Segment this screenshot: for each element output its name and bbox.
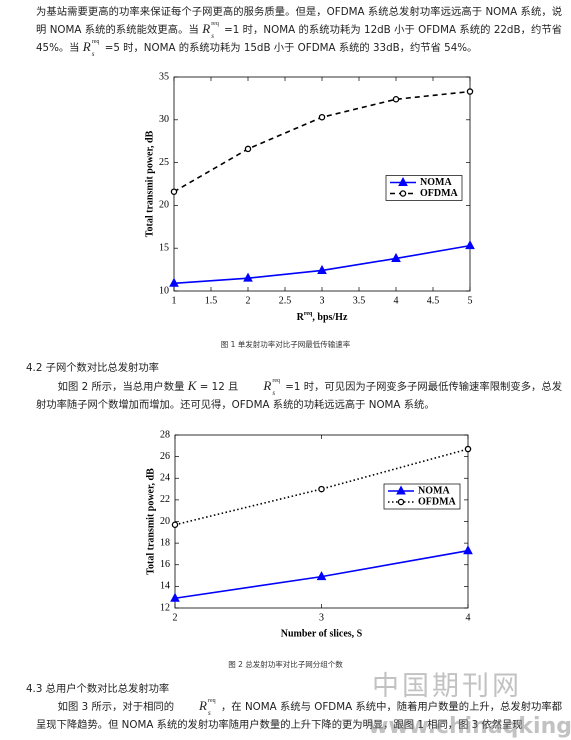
x-axis-label-sup: req <box>304 311 313 317</box>
marker <box>243 272 253 282</box>
x-axis-label-base: R <box>297 312 305 323</box>
y-tick-label: 24 <box>160 473 170 484</box>
watermark-title: 中国期刊网 <box>372 671 522 702</box>
legend-marker <box>399 190 407 197</box>
x-tick-label: 3 <box>320 295 325 306</box>
legend-marker <box>397 498 405 506</box>
y-axis-label: Total transmit power, dB <box>144 130 155 237</box>
marker <box>463 545 473 555</box>
legend-label: OFDMA <box>418 496 457 507</box>
legend-label: NOMA <box>420 177 452 188</box>
math-sub: s <box>272 389 276 397</box>
section-heading: 4.2 子网个数对比总发射功率 <box>26 362 159 374</box>
math-base: R <box>202 21 211 36</box>
math-sub: s <box>211 32 214 40</box>
legend-marker <box>396 485 406 495</box>
y-tick-label: 15 <box>159 242 169 253</box>
x-axis-label-text: , bps/Hz <box>312 312 348 323</box>
y-tick-label: 14 <box>160 581 170 592</box>
marker <box>318 113 326 121</box>
y-tick-label: 10 <box>159 285 169 296</box>
legend-label: OFDMA <box>420 188 459 199</box>
y-tick-label: 22 <box>160 494 170 505</box>
x-tick-label: 2 <box>246 295 251 306</box>
marker <box>171 521 179 528</box>
legend-marker <box>398 176 408 186</box>
marker <box>170 188 178 195</box>
math-sup: req <box>91 39 100 45</box>
text-run: = 12 且 <box>196 381 242 393</box>
x-tick-label: 4.5 <box>427 295 440 306</box>
section-heading: 4.3 总用户个数对比总发射功率 <box>26 683 170 695</box>
caption: 图 2 总发射功率对比子网分组个数 <box>228 660 343 669</box>
math-sub: s <box>208 709 211 717</box>
marker <box>318 485 325 493</box>
y-tick-label: 20 <box>159 200 169 211</box>
y-tick-label: 12 <box>160 602 170 613</box>
y-tick-label: 25 <box>159 157 169 168</box>
paragraph: 为基站需要更高的功率来保证每个子网更高的服务质量。但是，OFDMA 系统总发射功… <box>36 3 562 58</box>
math-symbol: K <box>187 378 197 393</box>
marker <box>169 277 179 287</box>
caption: 图 1 单发射功率对比子网最低传输速率 <box>220 340 351 349</box>
marker <box>392 96 400 103</box>
math-sup: req <box>272 378 280 384</box>
math-sup: req <box>208 698 216 704</box>
x-tick-label: 1.5 <box>205 295 218 306</box>
y-tick-label: 16 <box>160 559 170 570</box>
math-base: R <box>82 39 91 54</box>
text-run: =1 时，可见因为子网变多子网最低传输速率限制变多，总发射功率随子网个数增加而增… <box>36 381 562 411</box>
marker <box>244 145 252 153</box>
marker <box>464 445 472 453</box>
y-tick-label: 35 <box>159 71 169 82</box>
text-run: 为基站需要更高的功率来保证每个子网更高的服务质量。但是，OFDMA 系统总发射功… <box>36 6 562 36</box>
text-run: =1 时，NOMA 的系统功耗为 12dB 小于 OFDMA 系统的 22dB，… <box>36 24 562 54</box>
text-run: 如图 3 所示，对于相同的 <box>57 701 178 713</box>
marker <box>317 264 327 274</box>
marker <box>316 571 327 581</box>
y-tick-label: 30 <box>159 114 169 125</box>
y-tick-label: 26 <box>160 451 170 462</box>
x-axis-label: Number of slices, S <box>281 628 363 639</box>
x-tick-label: 4 <box>394 295 399 306</box>
x-tick-label: 5 <box>468 295 473 306</box>
x-tick-label: 3.5 <box>353 295 366 306</box>
marker <box>170 592 180 602</box>
legend-box <box>385 175 463 201</box>
x-tick-label: 3 <box>319 612 324 623</box>
x-axis-label: Rreq, bps/Hz <box>297 311 348 323</box>
math-sub: s <box>91 50 95 58</box>
marker <box>466 88 474 95</box>
x-tick-label: 1 <box>172 295 177 306</box>
math-sup: req <box>211 21 219 27</box>
marker <box>465 240 475 250</box>
text-run: =5 时，NOMA 的系统功耗为 15dB 小于 OFDMA 系统的 33dB，… <box>104 42 478 54</box>
x-tick-label: 2.5 <box>279 295 292 306</box>
text-run: 如图 2 所示，当总用户数量 <box>57 381 188 393</box>
watermark-url: www.chinaqking.com <box>368 714 571 739</box>
math-base: R <box>263 378 272 393</box>
legend-box <box>383 483 461 510</box>
x-tick-label: 4 <box>466 612 471 623</box>
y-axis-label: Total transmit power, dB <box>145 468 156 575</box>
legend-label: NOMA <box>418 485 450 496</box>
math-base: R <box>199 698 207 713</box>
text-run: ，在 NOMA 系统与 OFDMA 系统中，随着用户数量的上升，总发射功率都呈现… <box>36 701 562 731</box>
marker <box>391 252 401 262</box>
y-tick-label: 20 <box>160 516 170 527</box>
y-tick-label: 28 <box>160 429 170 440</box>
x-tick-label: 2 <box>173 612 178 623</box>
y-tick-label: 18 <box>160 537 170 548</box>
series-line <box>174 448 469 526</box>
